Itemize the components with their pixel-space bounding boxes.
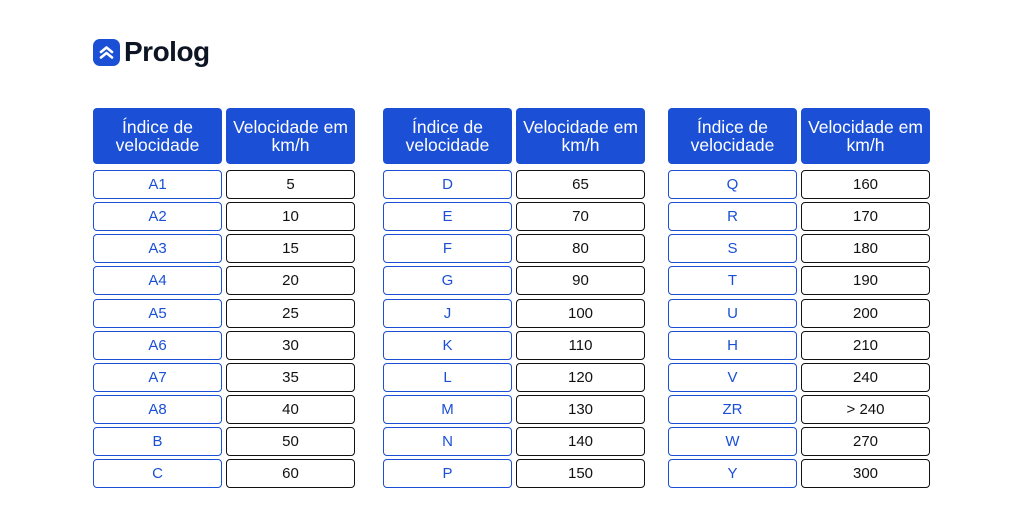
- speed-value-cell: 50: [226, 427, 355, 456]
- speed-value-cell: 110: [516, 331, 645, 360]
- speed-index-cell: V: [668, 363, 797, 392]
- header-speed-index: Índice de velocidade: [383, 108, 512, 164]
- speed-index-cell: L: [383, 363, 512, 392]
- speed-value-cell: 130: [516, 395, 645, 424]
- chevrons-up-icon: [93, 38, 120, 66]
- speed-value-cell: 30: [226, 331, 355, 360]
- speed-value-cell: 40: [226, 395, 355, 424]
- speed-index-cell: J: [383, 299, 512, 328]
- speed-value-cell: 35: [226, 363, 355, 392]
- speed-value-cell: 300: [801, 459, 930, 488]
- speed-index-cell: Y: [668, 459, 797, 488]
- speed-index-cell: A7: [93, 363, 222, 392]
- speed-index-cell: T: [668, 266, 797, 295]
- speed-value-cell: 90: [516, 266, 645, 295]
- speed-index-cell: ZR: [668, 395, 797, 424]
- speed-index-cell: H: [668, 331, 797, 360]
- speed-index-cell: F: [383, 234, 512, 263]
- speed-value-cell: 120: [516, 363, 645, 392]
- speed-index-cell: D: [383, 170, 512, 199]
- speed-index-cell: A3: [93, 234, 222, 263]
- speed-index-cell: A5: [93, 299, 222, 328]
- speed-value-cell: 15: [226, 234, 355, 263]
- speed-value-cell: > 240: [801, 395, 930, 424]
- speed-value-cell: 5: [226, 170, 355, 199]
- speed-value-cell: 270: [801, 427, 930, 456]
- speed-index-cell: B: [93, 427, 222, 456]
- speed-value-cell: 25: [226, 299, 355, 328]
- speed-index-cell: R: [668, 202, 797, 231]
- speed-value-cell: 240: [801, 363, 930, 392]
- speed-value-cell: 150: [516, 459, 645, 488]
- speed-value-cell: 10: [226, 202, 355, 231]
- speed-value-cell: 100: [516, 299, 645, 328]
- speed-value-cell: 70: [516, 202, 645, 231]
- header-speed-kmh: Velocidade em km/h: [516, 108, 645, 164]
- speed-index-cell: Q: [668, 170, 797, 199]
- speed-index-cell: E: [383, 202, 512, 231]
- speed-index-cell: S: [668, 234, 797, 263]
- speed-value-cell: 200: [801, 299, 930, 328]
- speed-index-cell: A6: [93, 331, 222, 360]
- header-speed-kmh: Velocidade em km/h: [801, 108, 930, 164]
- speed-index-cell: A2: [93, 202, 222, 231]
- speed-index-cell: W: [668, 427, 797, 456]
- speed-value-cell: 180: [801, 234, 930, 263]
- header-speed-kmh: Velocidade em km/h: [226, 108, 355, 164]
- speed-index-cell: G: [383, 266, 512, 295]
- speed-index-cell: C: [93, 459, 222, 488]
- speed-index-cell: N: [383, 427, 512, 456]
- speed-value-cell: 160: [801, 170, 930, 199]
- speed-index-cell: A1: [93, 170, 222, 199]
- speed-value-cell: 140: [516, 427, 645, 456]
- speed-value-cell: 170: [801, 202, 930, 231]
- brand-name: Prolog: [124, 36, 210, 67]
- speed-value-cell: 210: [801, 331, 930, 360]
- speed-value-cell: 80: [516, 234, 645, 263]
- speed-value-cell: 20: [226, 266, 355, 295]
- speed-value-cell: 60: [226, 459, 355, 488]
- speed-value-cell: 190: [801, 266, 930, 295]
- brand-logo: Prolog: [93, 36, 210, 68]
- header-speed-index: Índice de velocidade: [93, 108, 222, 164]
- speed-index-cell: K: [383, 331, 512, 360]
- speed-value-cell: 65: [516, 170, 645, 199]
- speed-index-cell: A4: [93, 266, 222, 295]
- speed-index-cell: M: [383, 395, 512, 424]
- header-speed-index: Índice de velocidade: [668, 108, 797, 164]
- speed-index-cell: U: [668, 299, 797, 328]
- speed-index-cell: P: [383, 459, 512, 488]
- speed-index-cell: A8: [93, 395, 222, 424]
